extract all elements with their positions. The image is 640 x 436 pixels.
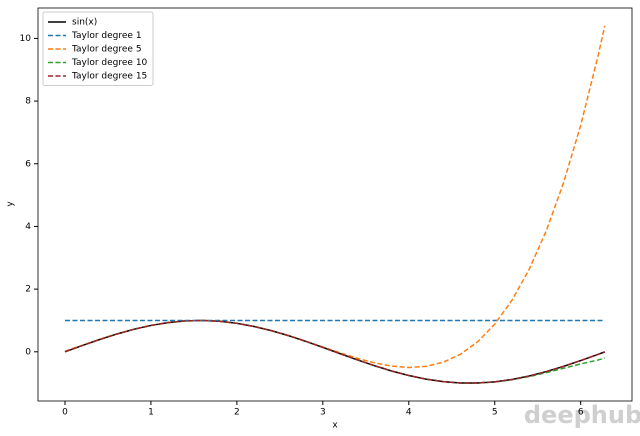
y-tick-label: 10 xyxy=(20,34,32,44)
legend-label: Taylor degree 15 xyxy=(71,72,147,82)
x-tick-label: 4 xyxy=(406,408,412,418)
x-axis-label: x xyxy=(332,421,338,431)
x-tick-label: 6 xyxy=(578,408,584,418)
series-line xyxy=(64,319,606,384)
x-tick-label: 1 xyxy=(148,408,154,418)
plot-frame xyxy=(37,7,633,402)
y-tick-label: 6 xyxy=(25,159,31,169)
y-tick-label: 4 xyxy=(25,222,31,232)
x-tick-label: 0 xyxy=(62,408,68,418)
x-tick-label: 5 xyxy=(492,408,498,418)
y-tick-label: 8 xyxy=(25,97,31,107)
legend-box xyxy=(42,11,154,86)
legend-label: Taylor degree 1 xyxy=(71,31,142,41)
watermark: deephub xyxy=(524,401,640,429)
legend-label: Taylor degree 5 xyxy=(71,45,142,55)
x-tick-label: 2 xyxy=(234,408,240,418)
legend-label: Taylor degree 10 xyxy=(71,58,148,68)
series-line xyxy=(64,25,606,369)
legend-label: sin(x) xyxy=(72,18,97,28)
series-line xyxy=(64,319,606,384)
y-tick-label: 2 xyxy=(25,285,31,295)
x-tick-label: 3 xyxy=(320,408,326,418)
y-tick-label: 0 xyxy=(25,347,31,357)
y-axis-label: y xyxy=(6,201,16,207)
